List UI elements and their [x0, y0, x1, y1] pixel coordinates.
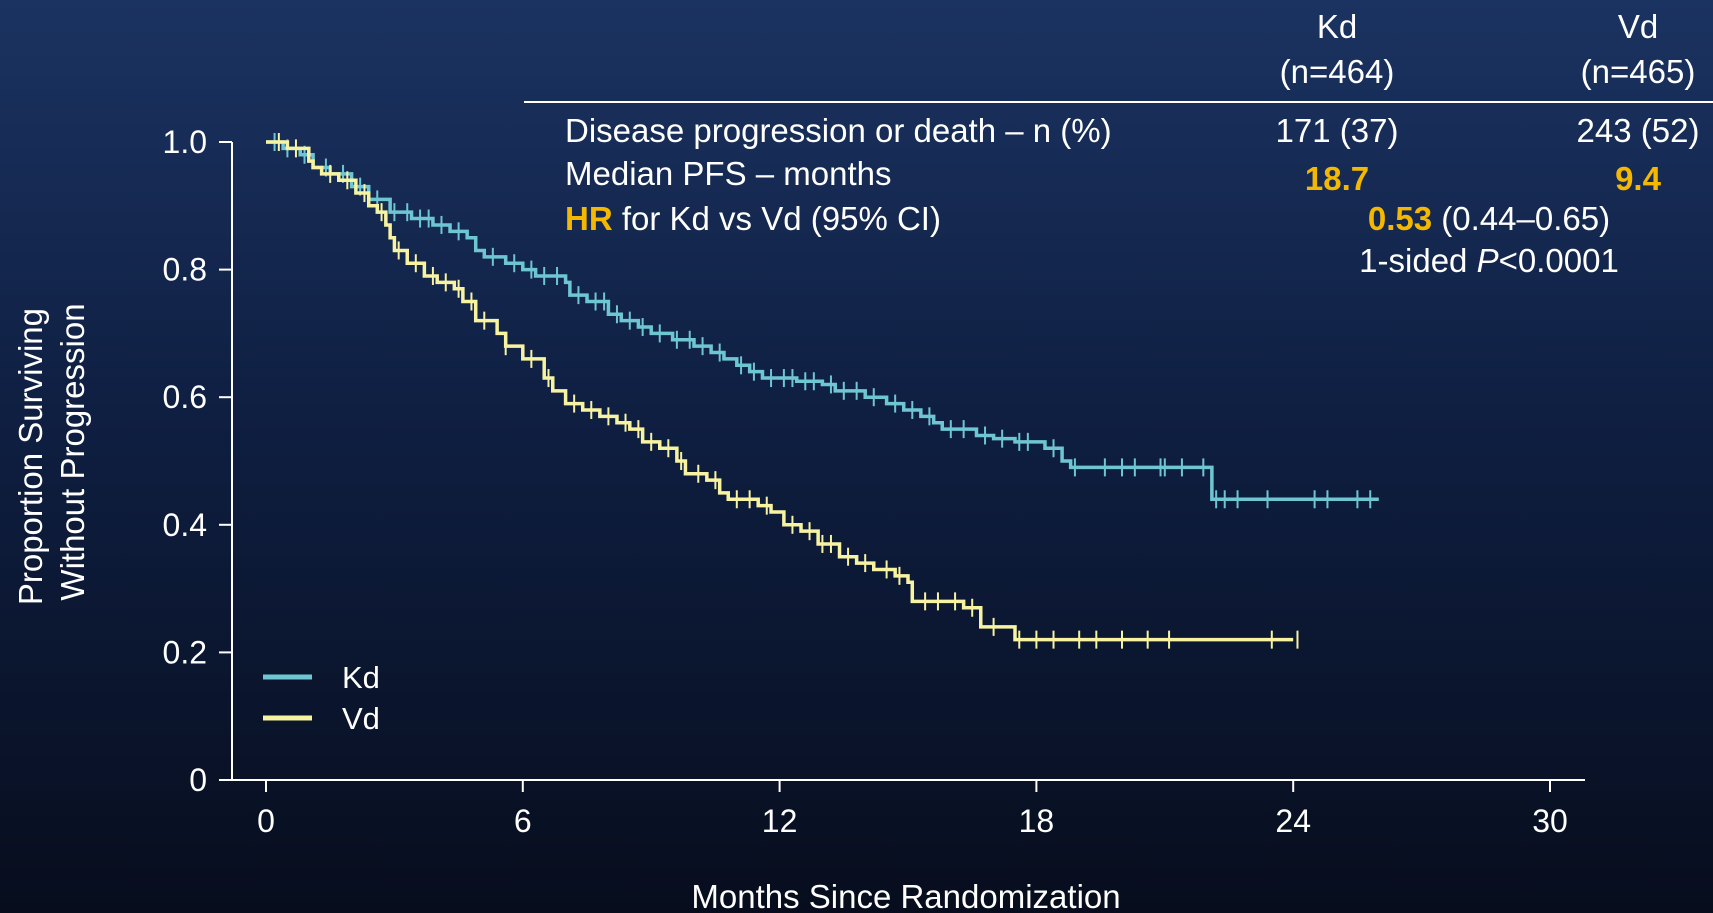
y-tick-label: 1.0 [163, 124, 207, 160]
hr-value-strong: 0.53 [1368, 200, 1432, 237]
x-tick-label: 6 [514, 803, 532, 839]
events-label: Disease progression or death – n (%) [565, 112, 1112, 149]
y-ticks: 0 0.2 0.4 0.6 0.8 1.0 [163, 124, 232, 798]
legend-label-vd: Vd [342, 701, 380, 736]
events-kd: 171 (37) [1276, 112, 1399, 149]
x-tick-label: 24 [1275, 803, 1311, 839]
y-tick-label: 0.8 [163, 252, 207, 288]
stats-table: Kd (n=464) Vd (n=465) Disease progressio… [524, 8, 1713, 279]
axes: 0 6 12 18 24 30 0 0.2 0.4 0.6 0.8 1.0 [163, 124, 1585, 839]
y-axis-label-line2: Without Progression [54, 303, 91, 600]
x-tick-label: 12 [762, 803, 798, 839]
col-header-vd: Vd [1618, 8, 1658, 45]
p-value-prefix: 1-sided [1359, 242, 1476, 279]
x-tick-label: 0 [257, 803, 275, 839]
p-value-p: P [1477, 242, 1499, 279]
x-ticks: 0 6 12 18 24 30 [257, 780, 1568, 839]
hr-label-rest: for Kd vs Vd (95% CI) [613, 200, 941, 237]
x-tick-label: 18 [1019, 803, 1055, 839]
p-value-rest: <0.0001 [1499, 242, 1619, 279]
y-tick-label: 0.6 [163, 379, 207, 415]
x-tick-label: 30 [1532, 803, 1568, 839]
median-kd: 18.7 [1305, 160, 1369, 197]
y-axis-label: Proportion Surviving Without Progression [12, 299, 91, 605]
hr-ci: (0.44–0.65) [1432, 200, 1610, 237]
col-n-vd: (n=465) [1581, 53, 1696, 90]
y-tick-label: 0.2 [163, 634, 207, 670]
km-curve-kd [266, 140, 1379, 502]
plot-area [266, 133, 1379, 649]
col-n-kd: (n=464) [1280, 53, 1395, 90]
median-label: Median PFS – months [565, 155, 892, 192]
y-axis-label-line1: Proportion Surviving [12, 308, 49, 605]
legend-label-kd: Kd [342, 660, 380, 695]
col-header-kd: Kd [1317, 8, 1357, 45]
hr-label-strong: HR [565, 200, 613, 237]
y-tick-label: 0 [189, 762, 207, 798]
hr-value: 0.53 (0.44–0.65) [1368, 200, 1610, 237]
hr-label: HR for Kd vs Vd (95% CI) [565, 200, 941, 237]
events-vd: 243 (52) [1577, 112, 1700, 149]
p-value: 1-sided P<0.0001 [1359, 242, 1619, 279]
median-vd: 9.4 [1615, 160, 1662, 197]
y-tick-label: 0.4 [163, 507, 207, 543]
legend: Kd Vd [263, 660, 380, 736]
x-axis-label: Months Since Randomization [691, 878, 1120, 913]
